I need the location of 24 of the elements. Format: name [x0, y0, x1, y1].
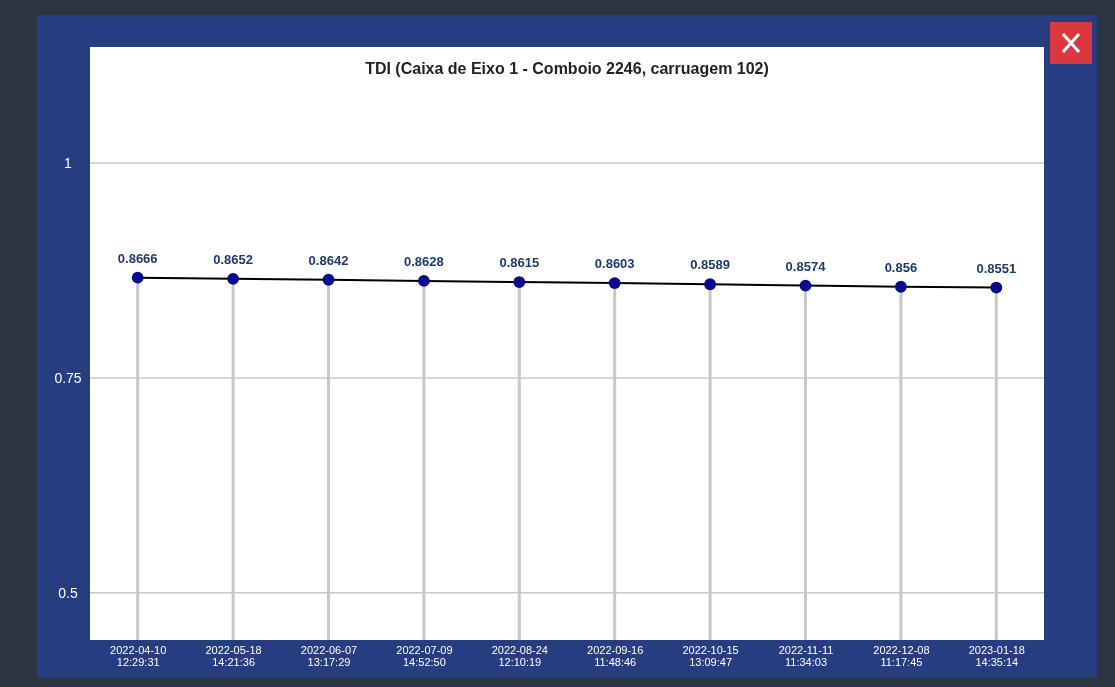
x-tick-label: 2022-08-24 12:10:19 — [491, 643, 548, 669]
x-tick-label: 2022-06-07 13:17:29 — [300, 643, 358, 669]
data-label: 0.8652 — [213, 251, 253, 267]
x-tick-label: 2022-04-10 12:29:31 — [110, 643, 167, 669]
data-label: 0.8666 — [117, 250, 158, 266]
x-tick-label: 2022-10-15 13:09:47 — [682, 643, 739, 669]
x-tick-label: 2022-09-16 11:48:46 — [587, 643, 644, 669]
data-label: 0.8574 — [785, 258, 827, 274]
y-tick-label: 1 — [64, 155, 73, 171]
data-label: 0.8642 — [308, 252, 349, 268]
data-label: 0.856 — [884, 259, 918, 275]
x-tick-label: 2023-01-18 14:35:14 — [968, 643, 1025, 669]
y-tick-label: 0.5 — [58, 584, 78, 601]
data-label: 0.8628 — [404, 253, 444, 269]
data-label: 0.8589 — [690, 257, 730, 273]
x-tick-label: 2022-07-09 14:52:50 — [396, 643, 453, 669]
text: TDI (Caixa de Eixo 1 - Comboio 2246, carruagem 102) — [365, 60, 769, 77]
data-label: 0.8615 — [499, 255, 540, 271]
x-tick-label: 2022-12-08 11:17:45 — [873, 643, 930, 669]
x-tick-label: 2022-11-11 11:34:03 — [778, 643, 834, 669]
data-label: 0.8603 — [594, 256, 635, 272]
y-tick-label: 0.75 — [54, 369, 82, 386]
data-label: 0.8551 — [976, 260, 1017, 276]
x-tick-label: 2022-05-18 14:21:36 — [205, 643, 262, 669]
